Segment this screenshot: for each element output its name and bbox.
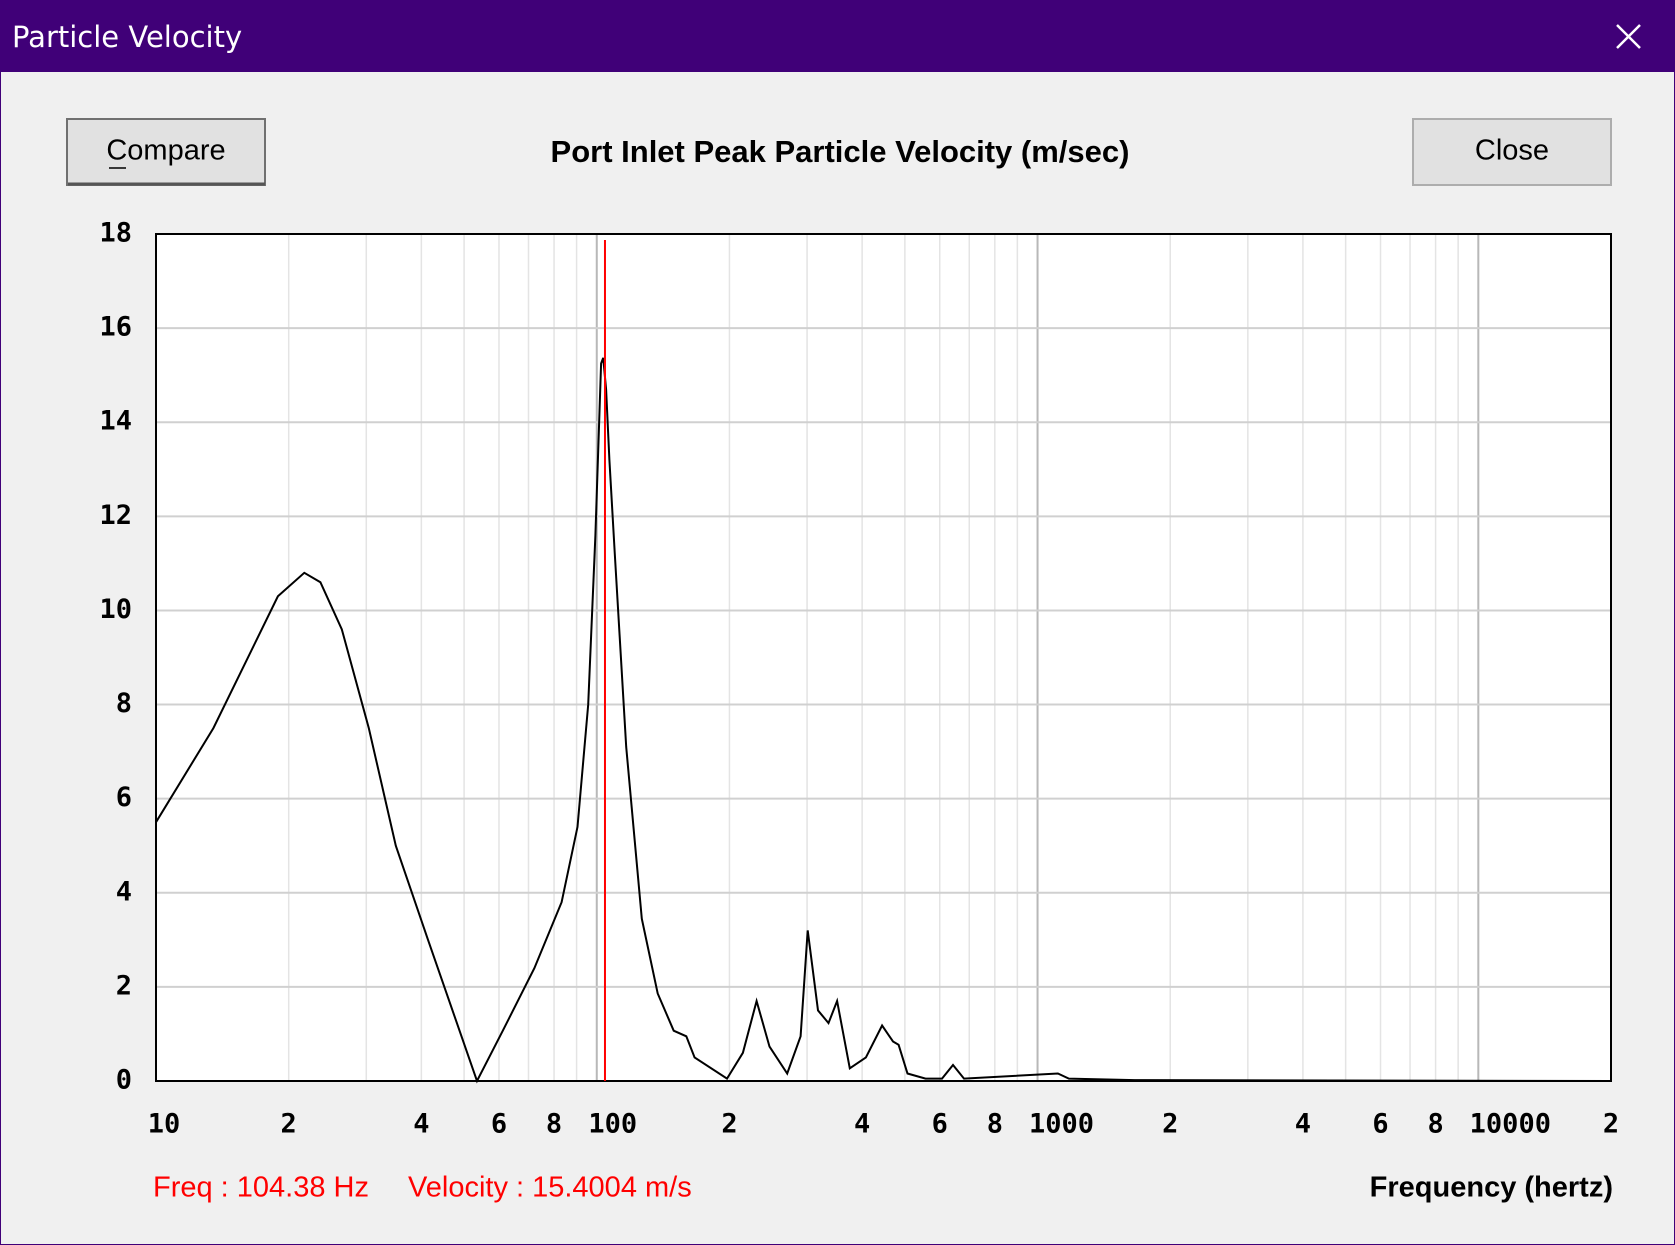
x-axis-label: Frequency (hertz) [1370,1172,1613,1204]
x-tick-label: 6 [932,1109,948,1140]
y-tick-label: 4 [116,876,132,907]
x-tick-label: 2 [1162,1109,1178,1140]
button-label: Close [1475,135,1549,167]
x-tick-label: 2 [281,1109,297,1140]
velocity-readout: Velocity : 15.4004 m/s [408,1172,692,1204]
button-label: Compare [106,135,225,167]
x-tick-label: 6 [1372,1109,1388,1140]
x-tick-label: 8 [546,1109,562,1140]
x-tick-label: 10000 [1470,1109,1551,1140]
freq-readout: Freq : 104.38 Hz [153,1172,369,1204]
x-tick-label: 8 [1427,1109,1443,1140]
button-face [66,118,266,186]
y-tick-label: 2 [116,970,132,1001]
y-tick-label: 14 [99,406,132,437]
x-tick-label: 6 [491,1109,507,1140]
x-tick-label: 10 [148,1109,181,1140]
y-tick-label: 18 [99,218,132,249]
chart-title: Port Inlet Peak Particle Velocity (m/sec… [551,134,1130,169]
x-tick-label: 4 [1295,1109,1311,1140]
x-tick-label: 2 [721,1109,737,1140]
y-tick-label: 8 [116,688,132,719]
close-button[interactable]: Close [1412,118,1612,186]
x-tick-label: 2 [1603,1109,1619,1140]
plot: 10 2 4 6 8 100 2 4 6 8 1000 2 4 6 8 10000 2 0 2 4 6 8 10 12 14 16… [99,218,1619,1204]
title-bar [0,0,1675,72]
window-title: Particle Velocity [12,20,242,54]
y-tick-label: 6 [116,782,132,813]
y-tick-label: 10 [99,594,132,625]
y-tick-label: 16 [99,312,132,343]
x-tick-label: 8 [987,1109,1003,1140]
plot-area [156,234,1611,1081]
compare-button[interactable]: Compare [66,118,266,186]
close-window-button[interactable] [1616,24,1641,49]
x-tick-label: 100 [588,1109,637,1140]
y-tick-label: 12 [99,500,132,531]
x-tick-label: 1000 [1029,1109,1094,1140]
x-tick-label: 4 [854,1109,870,1140]
x-tick-label: 4 [413,1109,429,1140]
plot-border [155,233,1612,1082]
y-tick-label: 0 [116,1065,132,1096]
velocity-curve [155,357,1612,1084]
close-icon [1616,24,1641,49]
button-face [1412,118,1612,186]
